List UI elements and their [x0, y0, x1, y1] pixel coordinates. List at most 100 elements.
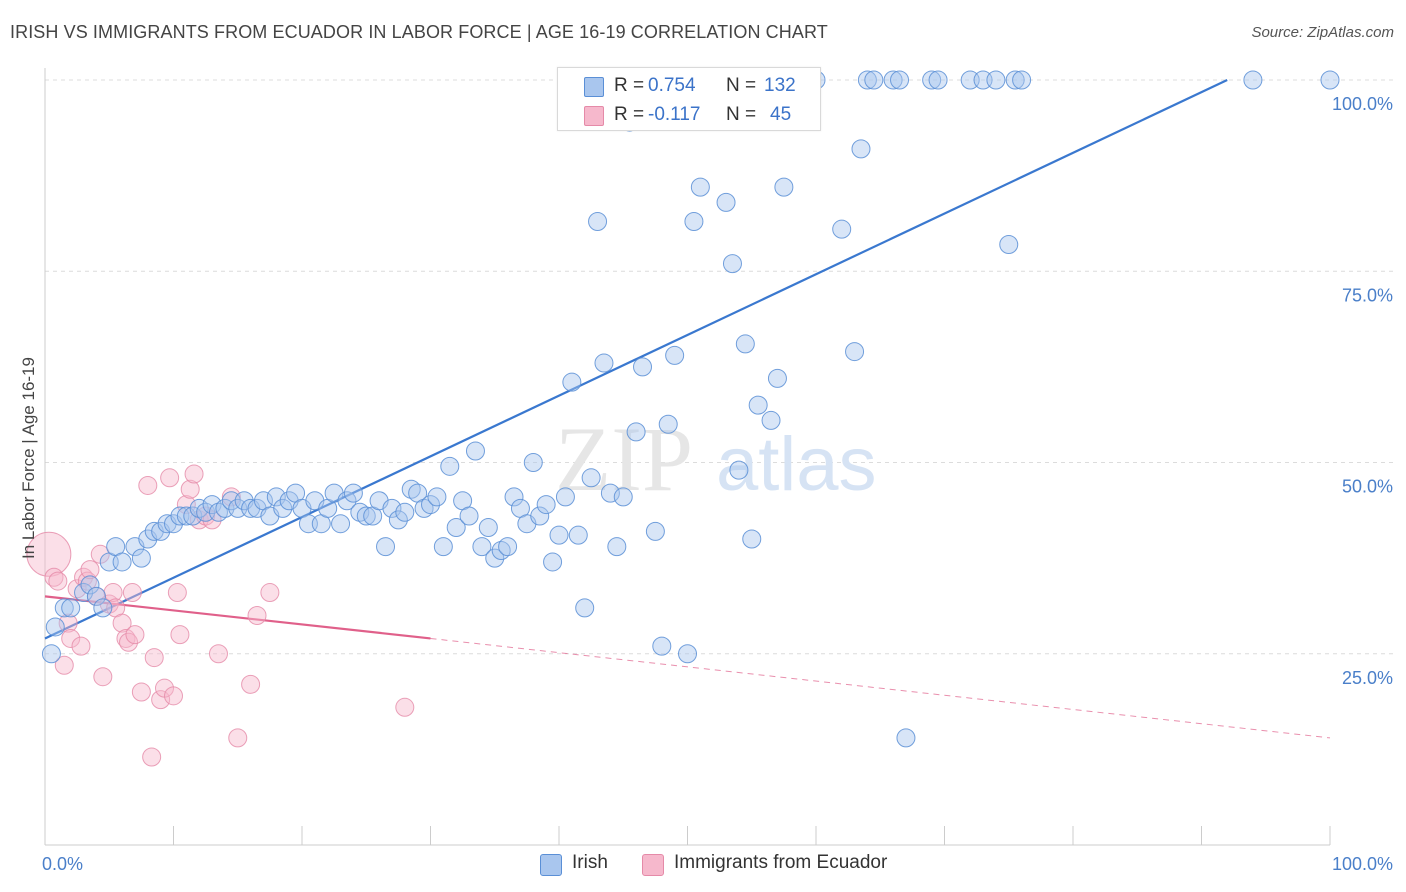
y-tick-label: 100.0%: [1332, 94, 1393, 114]
series-legend: Irish Immigrants from Ecuador: [0, 852, 1406, 878]
ecuador-trend-extension: [430, 637, 1331, 739]
irish-point: [266, 487, 286, 507]
irish-point: [588, 212, 608, 232]
irish-point: [845, 342, 865, 362]
legend-label-ecuador: Immigrants from Ecuador: [674, 852, 888, 873]
watermark-atlas: atlas: [716, 422, 877, 507]
irish-point: [440, 456, 460, 476]
legend-row-irish: R = 0.754 N = 132: [558, 71, 820, 101]
irish-point: [530, 506, 550, 526]
irish-point: [678, 644, 697, 664]
ecuador-point: [58, 613, 78, 633]
irish-point: [536, 495, 556, 515]
ecuador-point: [44, 567, 64, 587]
irish-point: [543, 552, 563, 572]
irish-point: [446, 518, 466, 538]
irish-point: [331, 514, 351, 534]
irish-point: [748, 395, 768, 415]
ecuador-point: [395, 697, 415, 717]
irish-point: [343, 483, 363, 503]
legend-r-value-irish: 0.754: [648, 75, 696, 96]
irish-point: [459, 506, 479, 526]
trend-layer: [44, 79, 1331, 739]
ecuador-point: [125, 625, 145, 645]
irish-point: [131, 548, 151, 568]
irish-point: [112, 552, 132, 572]
legend-n-value-ecuador: 45: [770, 104, 792, 125]
irish-point: [504, 487, 524, 507]
ecuador-point: [167, 583, 187, 603]
irish-point: [562, 372, 582, 392]
irish-point: [74, 583, 94, 603]
irish-point: [472, 537, 492, 557]
irish-point: [1243, 70, 1263, 90]
ecuador-point: [112, 613, 132, 633]
irish-point: [1005, 70, 1025, 90]
x-tick-label: 100.0%: [1332, 854, 1393, 874]
ecuador-point: [176, 495, 196, 515]
irish-point: [382, 498, 402, 518]
irish-point: [729, 460, 749, 480]
ecuador-point: [119, 632, 139, 652]
ecuador-point: [160, 468, 180, 488]
irish-point: [922, 70, 942, 90]
irish-point: [45, 617, 65, 637]
legend-swatch-irish: [540, 854, 562, 876]
irish-point: [735, 334, 755, 354]
legend-n-label: N =: [726, 75, 757, 96]
ecuador-point: [71, 636, 91, 656]
irish-point: [658, 414, 678, 434]
legend-r-value-ecuador: -0.117: [648, 104, 701, 125]
ecuador-point: [170, 625, 190, 645]
irish-point: [761, 410, 781, 430]
y-tick-label: 50.0%: [1342, 477, 1393, 497]
irish-point: [767, 368, 787, 388]
irish-point: [652, 636, 672, 656]
irish-point: [896, 728, 916, 748]
legend-swatch-ecuador: [642, 854, 664, 876]
ecuador-point: [202, 510, 222, 530]
legend-swatch-ecuador: [584, 106, 604, 126]
irish-point: [716, 192, 736, 212]
watermark: ZIP atlas: [555, 408, 877, 510]
irish-point: [890, 70, 910, 90]
irish-point: [594, 353, 614, 373]
irish-point: [742, 529, 762, 549]
ecuador-point: [54, 655, 74, 675]
ecuador-point: [61, 628, 81, 648]
ecuador-point: [26, 531, 72, 577]
legend-r-label: R =: [614, 75, 645, 96]
ecuador-point: [151, 690, 171, 710]
watermark-zip: ZIP: [555, 408, 693, 510]
irish-point: [851, 139, 871, 159]
irish-point: [883, 70, 903, 90]
irish-point: [202, 495, 222, 515]
irish-point: [61, 598, 81, 618]
irish-point: [722, 254, 742, 274]
label-layer: 25.0% 50.0% 75.0% 100.0% 0.0% 100.0% In Labor …: [19, 94, 1393, 874]
irish-point: [465, 441, 485, 461]
irish-point: [183, 506, 203, 526]
irish-point: [485, 548, 505, 568]
ecuador-point: [131, 682, 151, 702]
irish-point: [498, 537, 518, 557]
ecuador-point: [80, 560, 100, 580]
irish-point: [478, 518, 498, 538]
ecuador-point: [48, 571, 68, 591]
irish-point: [607, 537, 627, 557]
irish-trend-line: [44, 79, 1228, 640]
ecuador-point: [228, 728, 248, 748]
legend-n-value-irish: 132: [764, 75, 796, 96]
irish-point: [433, 537, 453, 557]
irish-point: [80, 575, 100, 595]
correlation-legend: R = 0.754 N = 132 R = -0.117 N = 45: [557, 67, 821, 131]
legend-n-label: N =: [726, 104, 757, 125]
irish-point: [613, 487, 633, 507]
ecuador-point: [247, 606, 267, 625]
irish-point: [421, 495, 440, 515]
ecuador-point: [122, 583, 142, 603]
ecuador-point: [184, 464, 204, 484]
irish-point: [427, 487, 447, 507]
irish-point: [395, 502, 415, 522]
